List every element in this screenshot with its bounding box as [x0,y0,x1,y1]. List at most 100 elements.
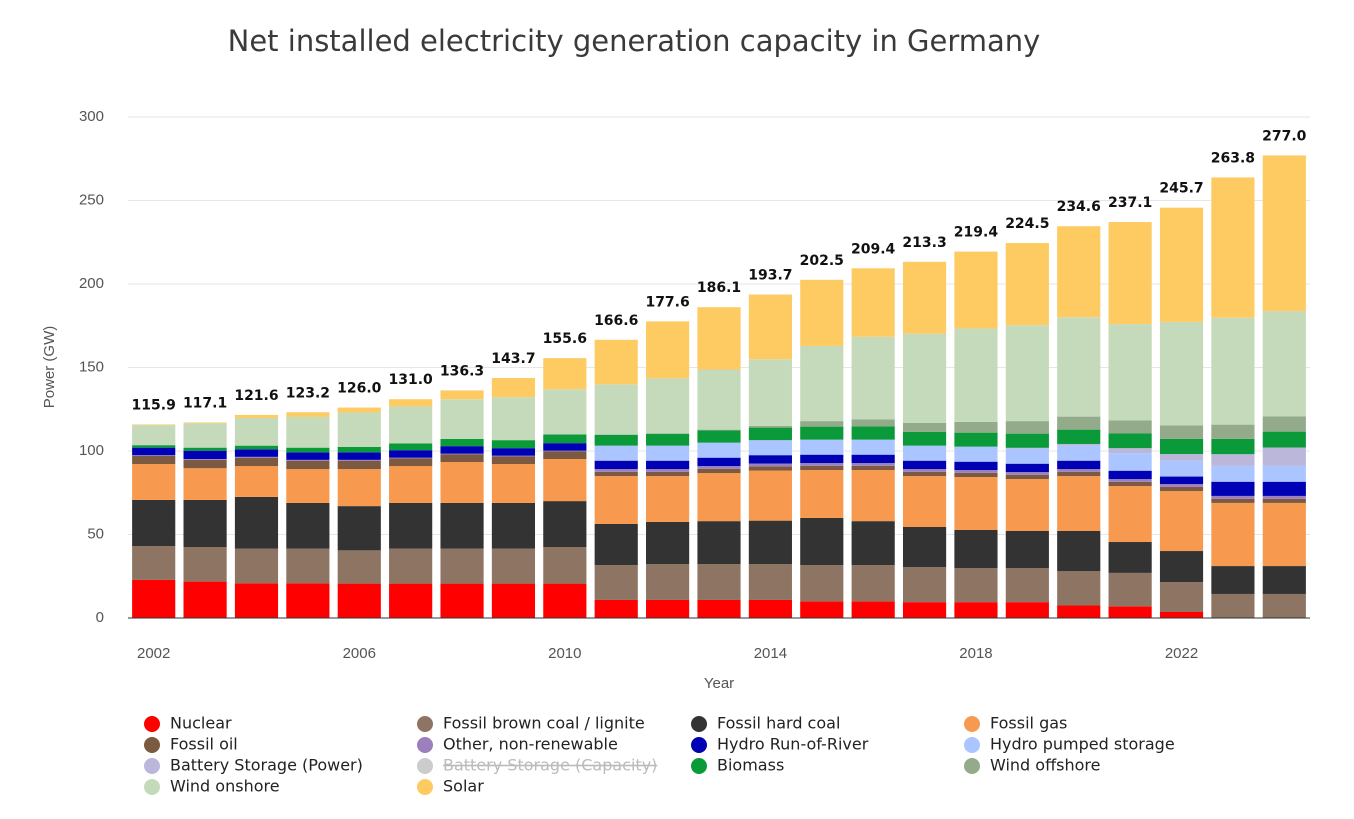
bar-segment [338,452,381,460]
legend-marker[interactable] [417,779,433,795]
bar-segment [1057,472,1100,476]
bar-segment [440,454,483,455]
x-tick-label: 2010 [548,645,581,662]
legend-marker[interactable] [144,737,160,753]
legend-label[interactable]: Fossil brown coal / lignite [443,714,645,733]
bar-segment [903,527,946,567]
bar-segment [697,307,740,369]
bar-segment [800,601,843,618]
bar-segment [697,466,740,469]
bar-segment [800,518,843,565]
bar-segment [1109,420,1152,433]
bar-segment [697,458,740,466]
bar-segment [338,460,381,461]
bar-segment [1160,208,1203,322]
legend-marker[interactable] [144,716,160,732]
bar-segment [1263,416,1306,431]
legend-label[interactable]: Solar [443,777,484,796]
bar-segment [440,549,483,584]
bar-segment [389,399,432,406]
bar-segment [697,473,740,521]
legend-label[interactable]: Wind offshore [990,756,1100,775]
bar-segment [132,448,175,456]
bar-segment [440,390,483,399]
legend-marker[interactable] [144,779,160,795]
bar-segment [954,252,997,329]
legend-label[interactable]: Fossil hard coal [717,714,840,733]
bar-segment [132,425,175,445]
x-tick-label: 2022 [1165,645,1198,662]
bar-segment [1263,499,1306,503]
bar-segment [954,477,997,530]
legend-label[interactable]: Battery Storage (Power) [170,756,363,775]
bar-segment [1006,434,1049,448]
legend-label[interactable]: Hydro pumped storage [990,735,1175,754]
bar-segment [903,469,946,472]
total-label: 126.0 [337,381,382,397]
total-label: 155.6 [543,331,587,347]
bar-segment [184,422,227,423]
bar-segment [697,430,740,431]
total-label: 224.5 [1005,216,1049,232]
legend-marker[interactable] [417,758,433,774]
bar-segment [1211,318,1254,425]
bar-segment [852,440,895,455]
legend-marker[interactable] [417,737,433,753]
legend-label[interactable]: Biomass [717,756,784,775]
total-label: 177.6 [645,294,689,310]
bar-segment [595,469,638,472]
bar-segment [595,435,638,446]
bar-segment [440,446,483,454]
y-tick-label: 100 [79,442,104,459]
bar-segment [800,463,843,466]
bar-segment [1109,448,1152,453]
bar-segment [697,564,740,600]
legend-label[interactable]: Other, non-renewable [443,735,618,754]
bar-segment [1109,606,1152,618]
total-label: 131.0 [389,372,434,388]
bar-segment [492,457,535,465]
bar-segment [543,547,586,584]
bar-segment [646,472,689,476]
bar-segment [1109,486,1152,542]
bar-segment [749,464,792,467]
bar-segment [286,412,329,417]
legend-label[interactable]: Fossil oil [170,735,238,754]
legend-marker[interactable] [691,737,707,753]
bar-segment [1006,448,1049,449]
bar-segment [903,432,946,446]
legend-label[interactable]: Nuclear [170,714,232,733]
bar-segment [1057,226,1100,317]
bar-segment [543,501,586,547]
legend-label[interactable]: Battery Storage (Capacity) [443,756,657,775]
bar-segment [389,503,432,549]
bar-segment [338,447,381,453]
bar-segment [1160,612,1203,618]
bar-segment [543,584,586,618]
bar-segment [595,476,638,524]
legend-marker[interactable] [417,716,433,732]
legend-marker[interactable] [144,758,160,774]
bar-segment [1109,542,1152,573]
legend-marker[interactable] [691,758,707,774]
bar-segment [132,424,175,425]
legend-marker[interactable] [964,716,980,732]
bar-segment [749,295,792,360]
bar-segment [1160,439,1203,454]
legend-marker[interactable] [964,737,980,753]
bar-segment [1006,243,1049,325]
total-label: 219.4 [954,225,999,241]
bar-segment [903,334,946,423]
legend-marker[interactable] [691,716,707,732]
legend-label[interactable]: Wind onshore [170,777,280,796]
bar-segment [749,471,792,521]
legend-label[interactable]: Fossil gas [990,714,1067,733]
bar-segment [1211,594,1254,618]
bar-segment [646,433,689,434]
legend-label[interactable]: Hydro Run-of-River [717,735,869,754]
x-axis-title: Year [704,675,734,692]
bar-segment [749,428,792,441]
legend-marker[interactable] [964,758,980,774]
bar-segment [852,601,895,618]
bar-segment [595,340,638,385]
